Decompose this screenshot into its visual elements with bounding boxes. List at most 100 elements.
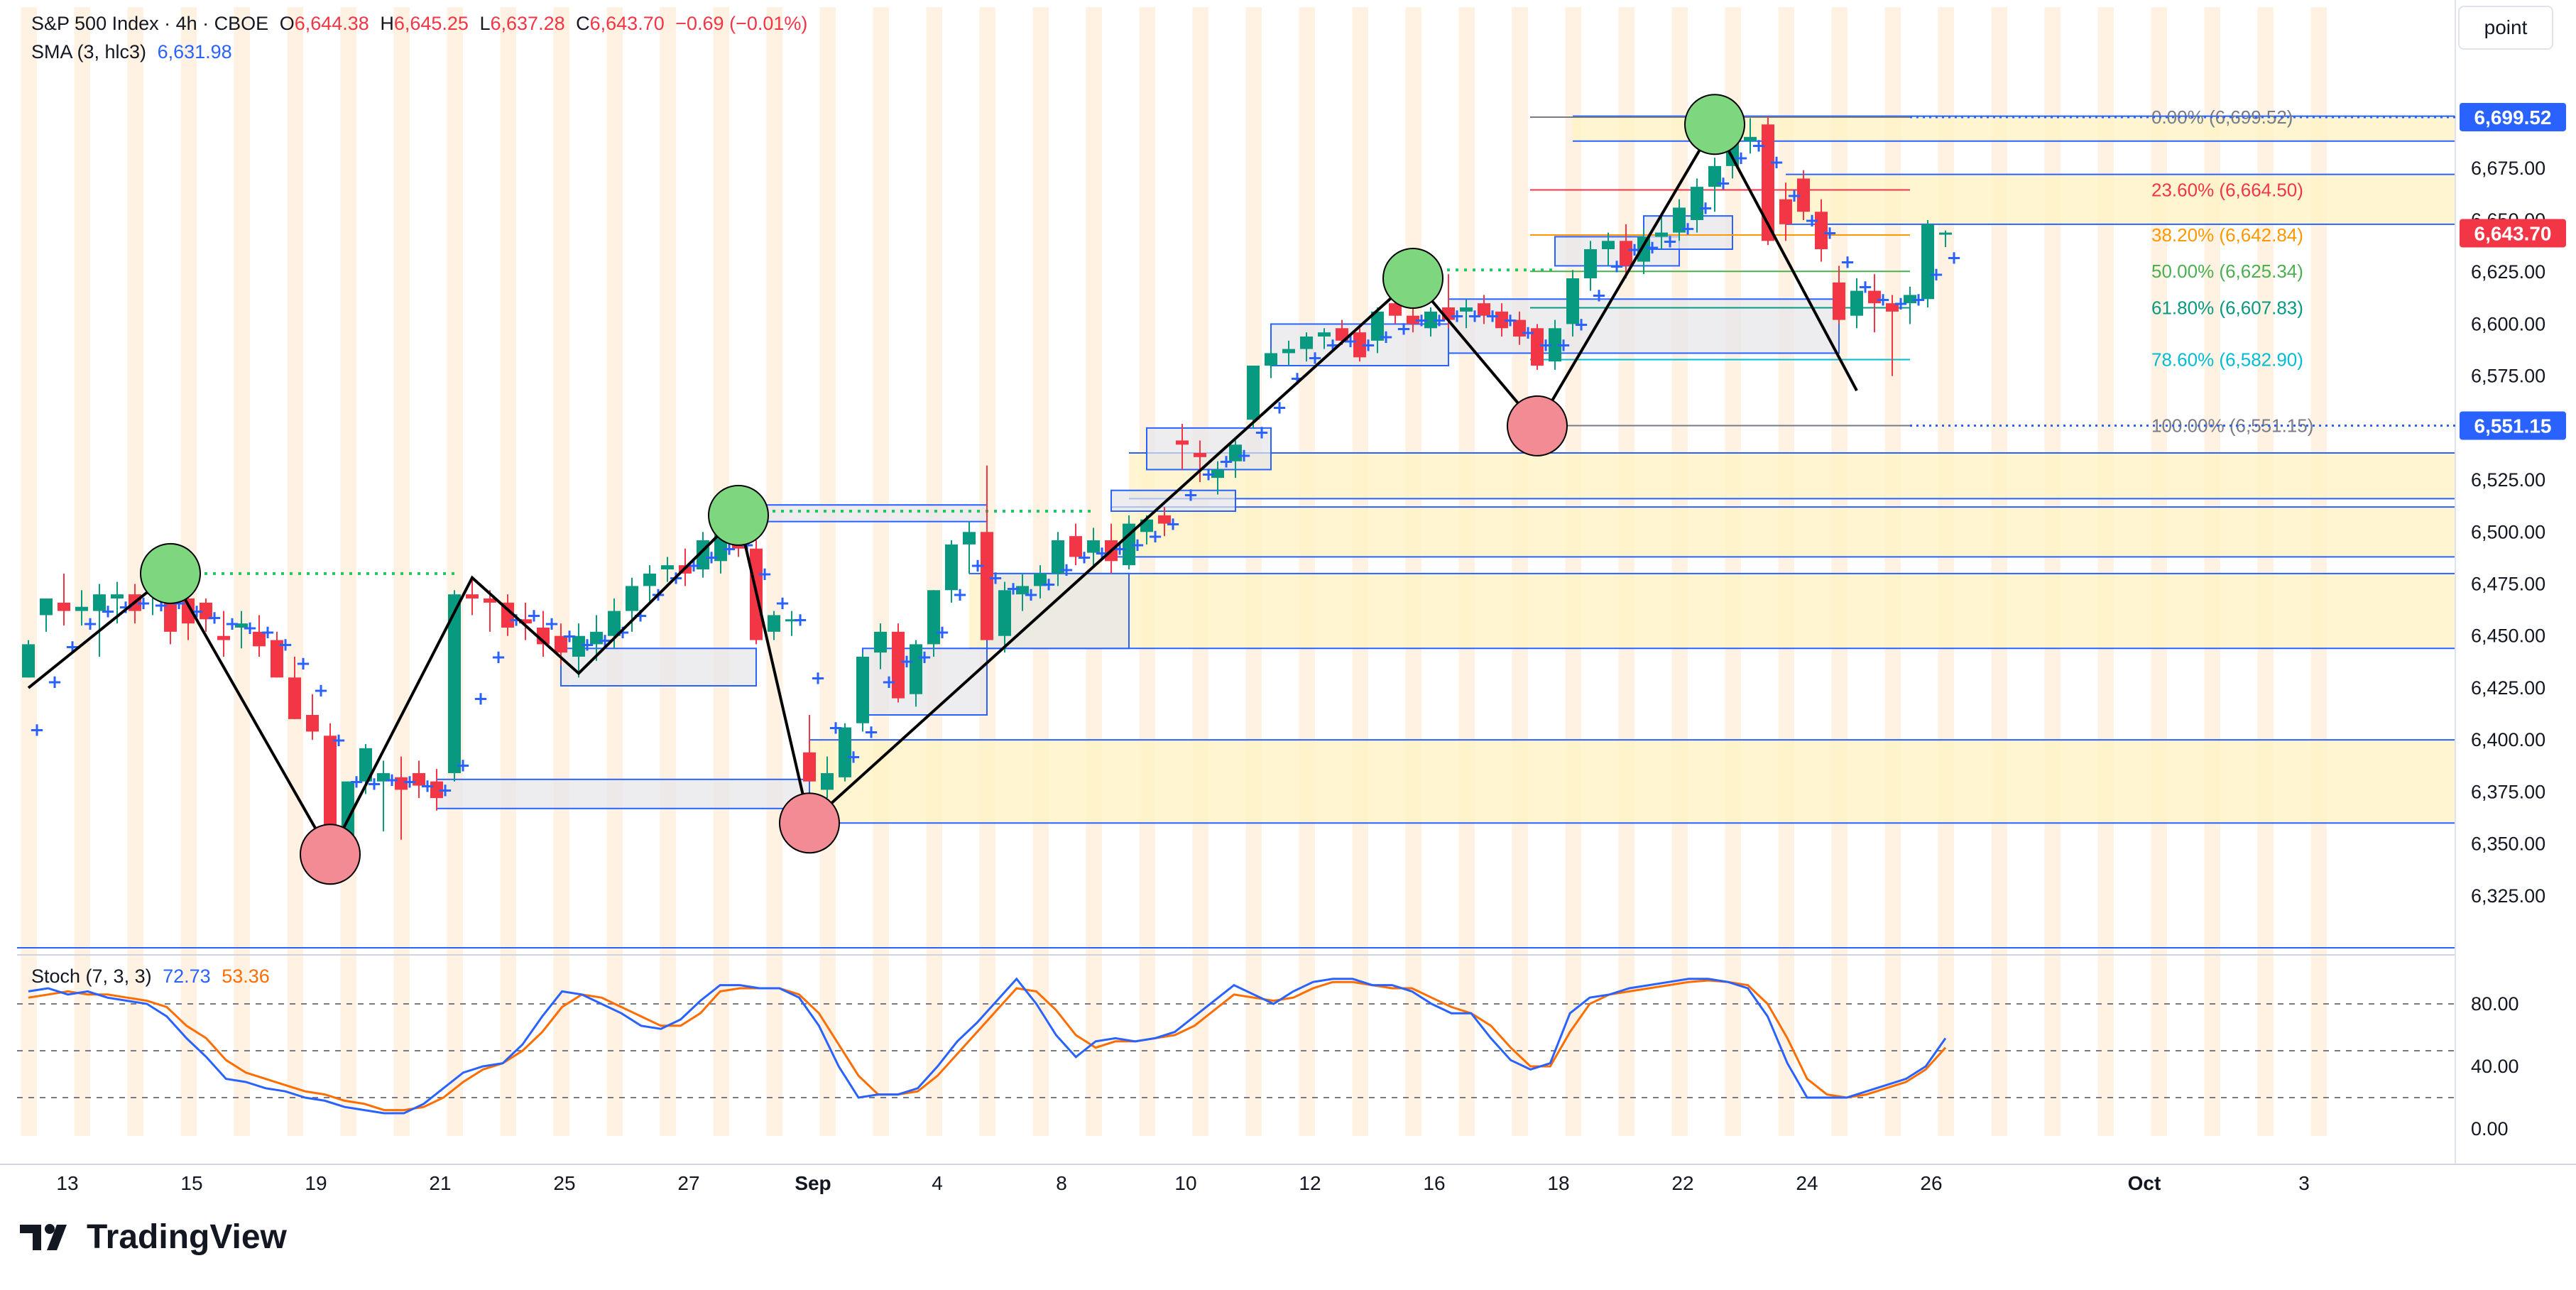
sma-point: + bbox=[1343, 331, 1358, 352]
sma-point: + bbox=[988, 568, 1003, 589]
fib-level-label: 23.60% (6,664.50) bbox=[2151, 180, 2303, 201]
price-tag-bg bbox=[2460, 411, 2566, 440]
sma-point: + bbox=[881, 672, 897, 693]
candle-body bbox=[839, 727, 851, 777]
candle-body bbox=[910, 644, 922, 694]
sma-point: + bbox=[792, 609, 808, 630]
candle-body bbox=[448, 594, 461, 773]
sma-point: + bbox=[1485, 306, 1500, 327]
sma-point: + bbox=[1680, 219, 1696, 240]
candle-body bbox=[1513, 319, 1526, 337]
candle-body bbox=[1460, 307, 1473, 312]
candle-body bbox=[1637, 236, 1650, 262]
point-button[interactable]: point bbox=[2458, 6, 2553, 50]
candle-body bbox=[1850, 290, 1863, 316]
sma-point: + bbox=[260, 622, 275, 643]
session-stripe bbox=[1299, 7, 1315, 1136]
candle-body bbox=[1016, 586, 1029, 595]
symbol-title: S&P 500 Index · 4h · CBOE bbox=[31, 13, 269, 34]
sma-point: + bbox=[1112, 539, 1128, 560]
price-tick-label: 6,500.00 bbox=[2471, 521, 2545, 542]
sma-point: + bbox=[242, 618, 258, 639]
candle-body bbox=[1744, 136, 1757, 141]
price-tick-label: 6,675.00 bbox=[2471, 158, 2545, 179]
price-tick-label: 6,425.00 bbox=[2471, 677, 2545, 699]
session-stripe bbox=[234, 7, 250, 1136]
tradingview-logo[interactable]: TradingView bbox=[20, 1218, 287, 1257]
sma-point: + bbox=[1059, 559, 1074, 581]
candlestick-series[interactable] bbox=[22, 116, 1952, 865]
ohlc-open-value: 6,644.38 bbox=[294, 13, 369, 34]
zone-rect bbox=[1111, 507, 2455, 557]
sma-point: + bbox=[1911, 289, 1926, 310]
sma-point: + bbox=[686, 555, 702, 576]
candle-body bbox=[1566, 278, 1579, 324]
price-axis[interactable]: 6,325.00 6,350.00 6,375.00 6,400.00 6,425.00… bbox=[2460, 102, 2566, 907]
candle-body bbox=[377, 773, 390, 782]
sma-point: + bbox=[29, 720, 45, 741]
sma-point: + bbox=[1041, 574, 1057, 596]
legend-row-sma: SMA (3, hlc3) 6,631.98 bbox=[31, 41, 238, 63]
price-tick-label: 6,600.00 bbox=[2471, 313, 2545, 334]
candle-body bbox=[1176, 440, 1189, 445]
candle-body bbox=[1673, 207, 1686, 233]
sma-point: + bbox=[1289, 368, 1305, 390]
price-tag-label: 6,699.52 bbox=[2474, 106, 2552, 129]
sma-point: + bbox=[1609, 256, 1625, 277]
sma-point: + bbox=[420, 776, 435, 797]
candle-body bbox=[519, 619, 532, 624]
candle-body bbox=[93, 594, 106, 611]
time-tick-label: 25 bbox=[553, 1172, 575, 1194]
sma-point: + bbox=[189, 601, 204, 623]
session-stripe bbox=[21, 7, 37, 1136]
candle-body bbox=[1620, 241, 1632, 266]
session-stripe bbox=[1192, 7, 1208, 1136]
sma-point: + bbox=[1928, 264, 1944, 285]
imbalance-box bbox=[560, 647, 757, 687]
tradingview-wordmark: TradingView bbox=[87, 1218, 287, 1256]
candle-body bbox=[785, 619, 798, 622]
sma-point: + bbox=[952, 584, 968, 606]
price-tick-label: 6,400.00 bbox=[2471, 729, 2545, 750]
sma-point: + bbox=[349, 772, 364, 793]
sma-point: + bbox=[846, 747, 861, 768]
session-stripe bbox=[1884, 7, 1901, 1136]
supply-demand-zones bbox=[17, 115, 2455, 949]
candle-body bbox=[1336, 328, 1348, 341]
time-axis[interactable]: 13 15 19 21 25 27 Sep 4 8 10 12 16 18 22 24 26 Oct 3 bbox=[56, 1172, 2309, 1194]
sma-point: + bbox=[1218, 452, 1234, 473]
candle-body bbox=[359, 748, 372, 782]
time-tick-label: 16 bbox=[1423, 1172, 1445, 1194]
sma-point: + bbox=[1147, 526, 1163, 547]
candle-body bbox=[927, 590, 940, 645]
sma-point: + bbox=[1378, 327, 1394, 348]
sma-point: + bbox=[1325, 335, 1341, 356]
sma-point: + bbox=[473, 689, 489, 710]
session-stripe bbox=[1139, 7, 1155, 1136]
fibonacci-retracement[interactable]: 0.00% (6,699.52)23.60% (6,664.50)38.20% … bbox=[1530, 106, 2455, 437]
sma-point: + bbox=[704, 547, 719, 568]
session-stripe bbox=[74, 7, 90, 1136]
sma-point: + bbox=[1786, 185, 1802, 207]
ohlc-high: H6,645.25 bbox=[380, 13, 469, 34]
sma-point: + bbox=[1698, 197, 1713, 219]
sma-point: + bbox=[1556, 335, 1571, 356]
legend-row-main: S&P 500 Index · 4h · CBOE O6,644.38 H6,6… bbox=[31, 13, 813, 35]
candle-body bbox=[892, 631, 905, 699]
sma-point: + bbox=[1875, 289, 1891, 310]
time-tick-label: 3 bbox=[2298, 1172, 2310, 1194]
price-tick-label: 6,475.00 bbox=[2471, 574, 2545, 595]
pivot-low-circle bbox=[300, 824, 361, 885]
sma-point: + bbox=[1183, 485, 1199, 506]
candle-body bbox=[998, 590, 1011, 636]
pivot-low-circle bbox=[779, 792, 840, 854]
candle-body bbox=[1797, 178, 1810, 212]
candle-body bbox=[58, 602, 70, 611]
price-tick-label: 6,625.00 bbox=[2471, 261, 2545, 283]
candle-body bbox=[1691, 187, 1703, 220]
sma-point: + bbox=[437, 780, 453, 801]
time-tick-label: 12 bbox=[1299, 1172, 1321, 1194]
stochastic-pane[interactable]: 0.00 40.00 80.00 bbox=[17, 977, 2519, 1139]
sma-label: SMA (3, hlc3) bbox=[31, 41, 147, 62]
